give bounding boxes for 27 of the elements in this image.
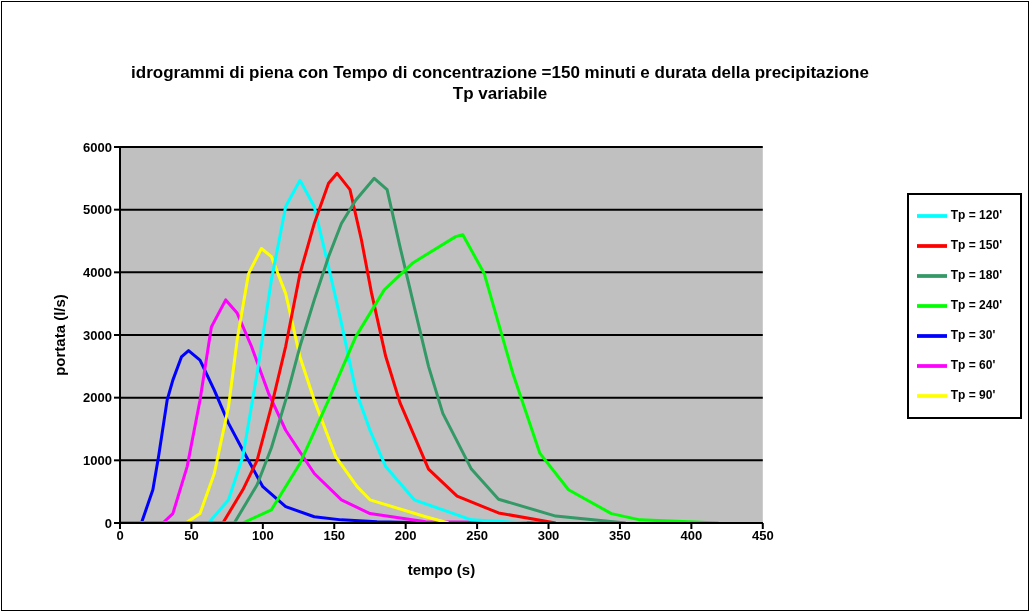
x-tick-label: 150 — [323, 528, 346, 544]
legend-label: Tp = 120' — [950, 208, 1002, 223]
x-axis-title: tempo (s) — [407, 561, 476, 578]
x-tick-label: 0 — [116, 528, 124, 544]
y-tick-label: 4000 — [83, 264, 112, 280]
legend-label: Tp = 180' — [950, 268, 1002, 283]
chart-title: idrogrammi di piena con Tempo di concentrazione =150 minuti e durata della precipitazione Tp variabile — [130, 62, 870, 104]
legend-label: Tp = 240' — [950, 298, 1002, 313]
legend-label: Tp = 60' — [950, 358, 996, 373]
y-tick-label: 2000 — [83, 390, 112, 406]
y-tick-label: 5000 — [83, 202, 112, 218]
x-tick-label: 50 — [184, 528, 199, 544]
x-tick-label: 250 — [466, 528, 488, 544]
x-tick-label: 100 — [251, 528, 274, 544]
y-tick-label: 3000 — [83, 327, 112, 343]
y-tick-label: 6000 — [83, 139, 112, 155]
x-tick-label: 350 — [609, 528, 631, 544]
y-tick-label: 1000 — [83, 452, 112, 468]
legend-label: Tp = 30' — [950, 328, 996, 343]
x-tick-label: 450 — [751, 528, 774, 544]
legend-label: Tp = 150' — [950, 238, 1002, 253]
x-tick-label: 300 — [537, 528, 560, 544]
legend-label: Tp = 90' — [950, 388, 996, 403]
y-tick-label: 0 — [104, 515, 112, 531]
x-tick-label: 400 — [680, 528, 703, 544]
x-tick-label: 200 — [394, 528, 417, 544]
y-axis-title: portata (l/s) — [51, 294, 69, 376]
